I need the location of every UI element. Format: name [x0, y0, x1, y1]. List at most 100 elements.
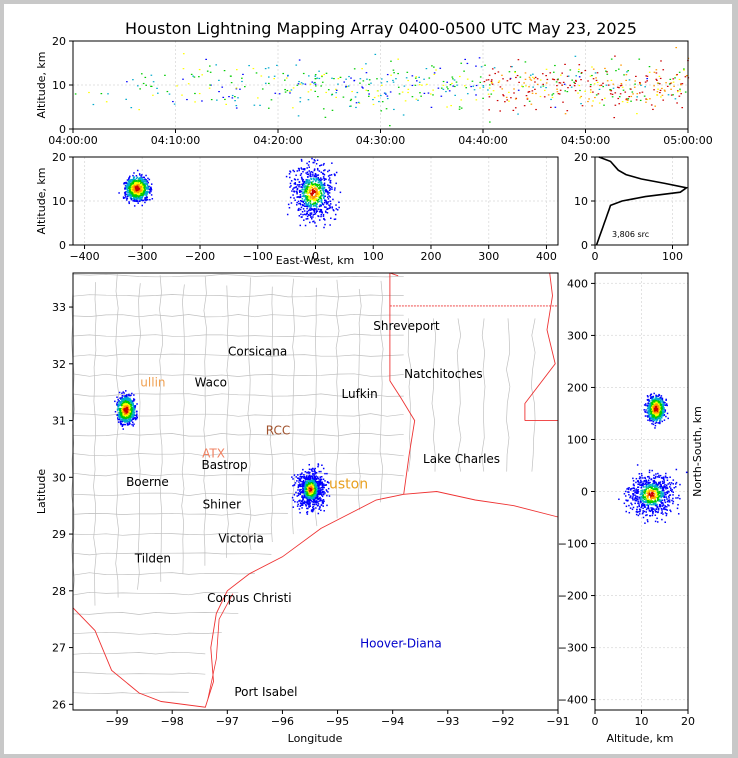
city-label: Boerne: [126, 475, 169, 489]
city-label: RCC: [266, 424, 291, 438]
time-source-point: [659, 91, 661, 94]
map-source-point: [297, 474, 299, 476]
ew-source-point: [141, 177, 143, 180]
ew-source-point: [322, 189, 324, 191]
ns-source-point: [663, 410, 665, 413]
ns-source-point: [643, 404, 646, 406]
ew-source-point: [313, 178, 315, 181]
map-source-point: [326, 472, 328, 475]
map-source-point: [319, 489, 322, 492]
map-source-point: [116, 417, 119, 419]
time-source-point: [380, 82, 383, 84]
time-source-point: [679, 90, 681, 92]
time-source-point: [460, 99, 463, 101]
ew-source-point: [309, 192, 312, 195]
ew-source-point: [133, 198, 136, 200]
time-source-point: [218, 79, 220, 81]
map-source-point: [328, 495, 331, 497]
map-source-point: [302, 498, 304, 500]
map-source-point: [325, 484, 327, 486]
ns-source-point: [658, 416, 660, 419]
map-source-point: [120, 416, 123, 419]
ew-source-point: [135, 177, 138, 180]
map-source-point: [315, 489, 318, 492]
map-source-point: [118, 412, 121, 414]
ew-source-point: [327, 192, 329, 194]
ew-source-point: [136, 190, 139, 192]
map-source-point: [310, 468, 313, 471]
time-source-point: [414, 84, 417, 86]
ew-source-point: [128, 202, 130, 205]
ns-source-point: [646, 411, 649, 414]
ew-source-point: [305, 186, 308, 188]
time-source-point: [672, 81, 675, 83]
map-source-point: [126, 406, 129, 409]
time-source-point: [591, 74, 593, 77]
ew-source-point: [320, 209, 322, 212]
map-source-point: [317, 501, 319, 503]
ew-source-point: [308, 194, 310, 197]
ns-source-point: [658, 405, 661, 408]
time-source-point: [428, 77, 431, 79]
ew-source-point: [309, 221, 311, 224]
map-source-point: [126, 424, 129, 426]
map-source-point: [317, 504, 319, 507]
time-source-point: [490, 82, 493, 84]
ns-source-point: [652, 399, 655, 401]
ew-source-point: [320, 215, 322, 218]
county-boundary: [72, 631, 222, 636]
ns-source-point: [659, 419, 662, 421]
map-source-point: [316, 496, 319, 499]
map-source-point: [303, 496, 305, 499]
ns-source-point: [652, 406, 654, 408]
time-source-point: [679, 88, 681, 90]
time-source-point: [609, 89, 612, 92]
ew-source-point: [136, 195, 138, 198]
map-source-point: [119, 409, 121, 411]
ew-source-point: [126, 179, 129, 181]
map-source-point: [312, 506, 314, 509]
time-source-point: [598, 102, 601, 104]
ew-source-point: [301, 179, 304, 182]
time-source-point: [594, 96, 596, 99]
time-source-point: [335, 96, 337, 99]
ew-source-point: [143, 182, 145, 184]
map-source-point: [119, 421, 122, 423]
time-source-point: [411, 84, 414, 87]
time-source-point: [347, 85, 350, 87]
ew-source-point: [143, 192, 145, 194]
map-source-point: [305, 488, 308, 490]
ew-source-point: [333, 173, 336, 175]
time-source-point: [278, 93, 281, 95]
ew-source-point: [298, 202, 300, 205]
ew-source-point: [134, 190, 137, 193]
ew-source-point: [324, 219, 326, 221]
time-source-point: [229, 75, 232, 77]
map-source-point: [128, 398, 130, 401]
ew-source-point: [135, 183, 137, 185]
map-source-point: [309, 471, 311, 474]
ns-source-point: [648, 402, 650, 405]
ew-source-point: [144, 191, 147, 194]
ew-source-point: [310, 194, 312, 196]
time-source-point: [674, 98, 677, 100]
y-tick-label: 10: [52, 195, 66, 208]
ew-source-point: [312, 175, 314, 177]
ew-source-point: [124, 187, 126, 189]
map-source-point: [301, 504, 304, 506]
ew-source-point: [131, 180, 134, 182]
ew-source-point: [124, 191, 127, 193]
map-source-point: [313, 480, 316, 482]
ew-source-point: [140, 196, 142, 198]
map-source-point: [121, 397, 124, 400]
map-source-point: [300, 485, 302, 488]
time-source-point: [656, 91, 659, 93]
ew-source-point: [297, 208, 300, 211]
time-source-point: [317, 96, 319, 98]
map-source-point: [297, 477, 300, 480]
city-label: Corsicana: [228, 344, 287, 358]
map-source-point: [304, 479, 307, 481]
ew-source-point: [315, 205, 318, 208]
time-source-point: [445, 90, 447, 93]
